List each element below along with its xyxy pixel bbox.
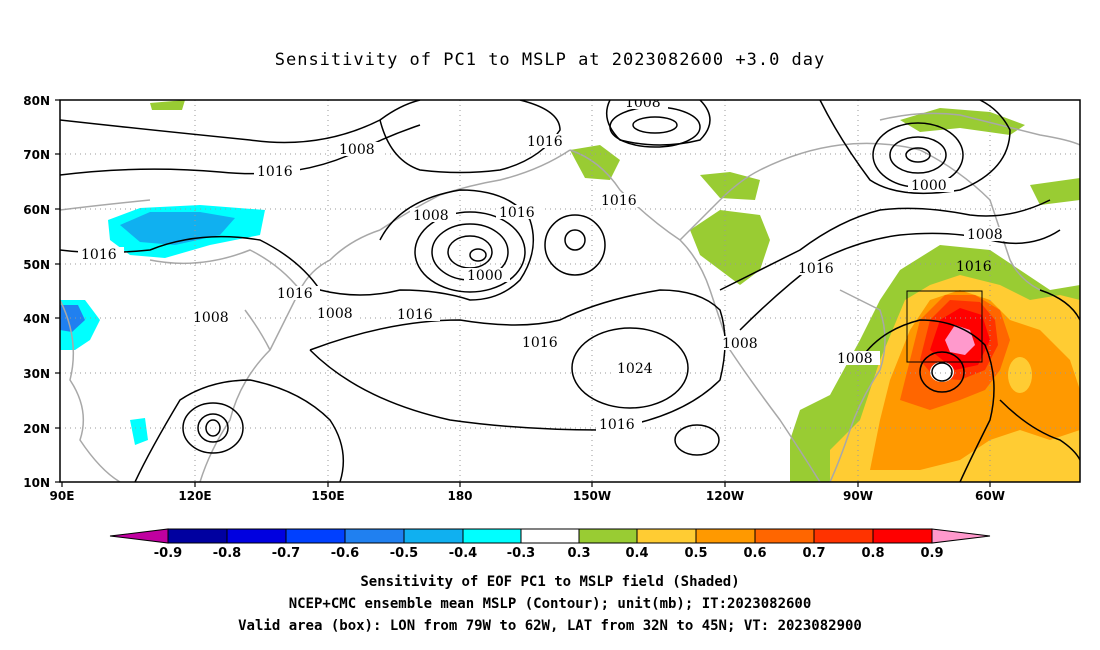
contour-label: 1016 <box>956 259 992 275</box>
contour-label: 1008 <box>339 142 375 158</box>
contour-labels: 1008 1008 1016 1016 1008 1016 1016 1000 … <box>78 95 1010 433</box>
shade-green-arctic <box>900 108 1025 135</box>
shade-green-canada <box>690 210 770 285</box>
shade-pink-atlantic <box>945 325 975 355</box>
colorbar-swatch <box>872 528 933 544</box>
lat-label: 60N <box>23 203 50 217</box>
contour-label: 1008 <box>193 310 229 326</box>
contour-label: 1016 <box>522 335 558 351</box>
shade-blue-india <box>60 305 85 332</box>
colorbar-low-tip <box>109 528 169 544</box>
shaded-sensitivity <box>60 100 1080 482</box>
colorbar-label: 0.7 <box>802 546 825 561</box>
lat-label: 20N <box>23 422 50 436</box>
lon-label: 150E <box>311 489 344 503</box>
contour-label: 1016 <box>277 286 313 302</box>
colorbar-label: -0.3 <box>507 546 535 561</box>
lon-label: 90W <box>843 489 873 503</box>
lat-label: 70N <box>23 148 50 162</box>
lon-label: 120E <box>178 489 211 503</box>
colorbar-label: -0.6 <box>331 546 359 561</box>
colorbar-high-tip <box>931 528 991 544</box>
footer-line-1: Sensitivity of EOF PC1 to MSLP field (Sh… <box>360 574 740 590</box>
contour-label: 1016 <box>81 247 117 263</box>
colorbar-swatch <box>167 528 228 544</box>
colorbar-swatch <box>520 528 580 544</box>
colorbar-label: 0.9 <box>920 546 943 561</box>
shade-green-ne <box>1030 178 1080 205</box>
colorbar-swatch <box>695 528 756 544</box>
lat-label: 30N <box>23 367 50 381</box>
figure-title: Sensitivity of PC1 to MSLP at 2023082600… <box>274 50 826 70</box>
contour-label: 1016 <box>599 417 635 433</box>
contour-label: 1016 <box>397 307 433 323</box>
colorbar-swatch <box>754 528 815 544</box>
contour-label: 1016 <box>601 193 637 209</box>
lon-label: 180 <box>447 489 472 503</box>
colorbar-label: 0.8 <box>861 546 884 561</box>
colorbar-label: -0.7 <box>272 546 300 561</box>
colorbar-swatch <box>403 528 464 544</box>
footer-line-3: Valid area (box): LON from 79W to 62W, L… <box>238 618 862 634</box>
contour-label: 1016 <box>499 205 535 221</box>
mslp-contours <box>60 100 1080 482</box>
valid-area-box <box>906 290 983 363</box>
colorbar-label: -0.5 <box>390 546 418 561</box>
coastlines <box>60 112 1080 482</box>
lat-label: 40N <box>23 312 50 326</box>
contour-label: 1008 <box>837 351 873 367</box>
colorbar-label: -0.8 <box>213 546 241 561</box>
shade-cyan-sea <box>130 418 148 445</box>
shade-green-small <box>150 100 185 110</box>
contour-label: 1008 <box>722 336 758 352</box>
contour-label: 1008 <box>317 306 353 322</box>
plot-frame <box>59 99 1081 483</box>
lon-label: 150W <box>573 489 611 503</box>
lat-label: 50N <box>23 258 50 272</box>
colorbar-label: 0.5 <box>684 546 707 561</box>
colorbar <box>109 528 991 544</box>
lat-label: 80N <box>23 94 50 108</box>
contour-label: 1008 <box>413 208 449 224</box>
colorbar-swatch <box>344 528 405 544</box>
colorbar-swatch <box>578 528 638 544</box>
contour-label: 1016 <box>798 261 834 277</box>
colorbar-swatch <box>462 528 522 544</box>
lat-label: 10N <box>23 476 50 490</box>
colorbar-label: 0.6 <box>743 546 766 561</box>
shade-green-canada2 <box>700 172 760 200</box>
contour-label: 1008 <box>625 95 661 111</box>
lon-label: 90E <box>50 489 75 503</box>
colorbar-label: -0.9 <box>154 546 182 561</box>
contour-label: 1016 <box>257 164 293 180</box>
colorbar-swatch <box>226 528 287 544</box>
lon-label: 60W <box>975 489 1005 503</box>
colorbar-label: 0.3 <box>567 546 590 561</box>
footer-line-2: NCEP+CMC ensemble mean MSLP (Contour); u… <box>288 596 812 612</box>
colorbar-swatch <box>813 528 874 544</box>
contour-label: 1000 <box>467 268 503 284</box>
contour-label: 1016 <box>527 134 563 150</box>
contour-label: 1000 <box>911 178 947 194</box>
colorbar-swatch <box>285 528 346 544</box>
colorbar-swatch <box>636 528 697 544</box>
contour-label: 1024 <box>617 361 653 377</box>
contour-label: 1008 <box>967 227 1003 243</box>
colorbar-label: -0.4 <box>449 546 477 561</box>
colorbar-label: 0.4 <box>625 546 648 561</box>
lon-label: 120W <box>706 489 744 503</box>
